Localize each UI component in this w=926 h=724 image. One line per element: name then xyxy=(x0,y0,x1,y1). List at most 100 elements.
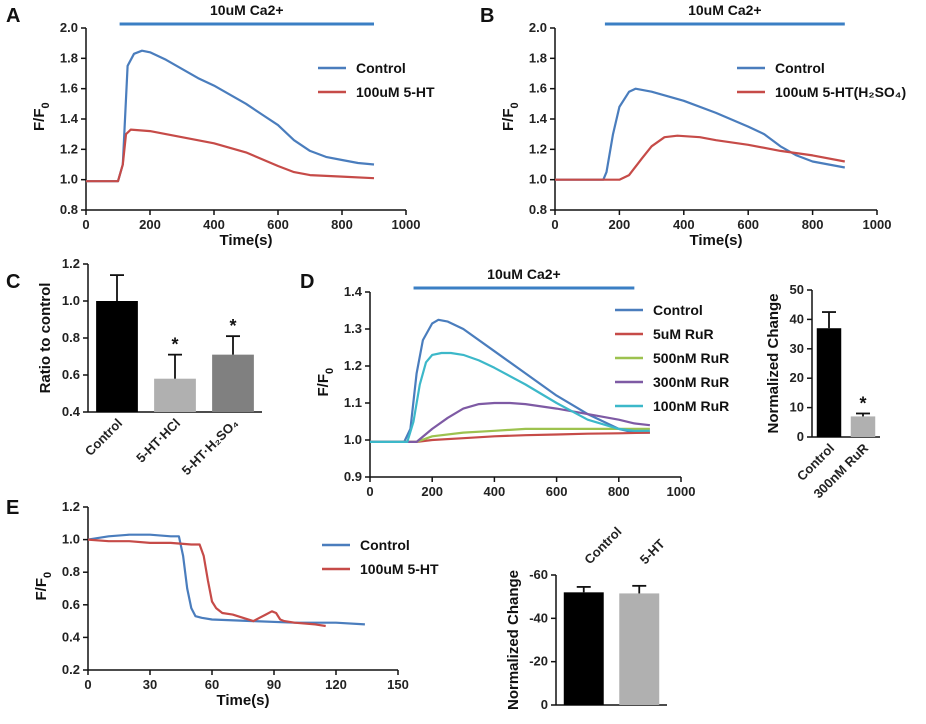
series-line-1 xyxy=(86,49,375,183)
y-axis-label: F/F0 xyxy=(31,102,52,131)
x-tick-label: 1000 xyxy=(392,217,421,232)
y-axis-label-sub: 0 xyxy=(42,572,54,578)
y-tick-label: 1.4 xyxy=(60,111,79,126)
y-axis-label-main: F/F xyxy=(31,109,48,132)
panel-letter: B xyxy=(480,5,494,27)
x-tick-label: 150 xyxy=(387,677,409,692)
y-tick-label: 2.0 xyxy=(60,20,78,35)
y-axis-label-sub: 0 xyxy=(509,102,521,108)
y-tick-label: 0.8 xyxy=(62,564,80,579)
y-tick-label: 1.6 xyxy=(529,81,547,96)
y-tick-label: 50 xyxy=(790,282,804,297)
y-tick-label: 1.4 xyxy=(529,111,548,126)
x-axis-label: Time(s) xyxy=(689,232,742,249)
y-tick-label: 1.2 xyxy=(344,358,362,373)
x-axis-label: Time(s) xyxy=(219,232,272,249)
y-tick-label: -20 xyxy=(529,654,548,669)
x-tick-label: 0 xyxy=(366,484,373,499)
y-axis-label: F/F0 xyxy=(33,572,54,601)
y-tick-label: 0.6 xyxy=(62,367,80,382)
legend-label: Control xyxy=(360,537,410,553)
y-tick-label: 20 xyxy=(790,370,804,385)
y-tick-label: 10 xyxy=(790,400,804,415)
y-axis-label: F/F0 xyxy=(500,102,521,131)
y-tick-label: 0.8 xyxy=(529,202,547,217)
panel-letter: A xyxy=(6,5,20,27)
x-tick-label: 30 xyxy=(143,677,157,692)
y-tick-label: 0 xyxy=(797,429,804,444)
y-tick-label: -40 xyxy=(529,610,548,625)
y-tick-label: 1.2 xyxy=(62,256,80,271)
category-label: 5-HT xyxy=(637,536,668,567)
y-tick-label: 1.1 xyxy=(344,395,362,410)
legend-label: 500nM RuR xyxy=(653,350,729,366)
x-tick-label: 400 xyxy=(203,217,225,232)
x-tick-label: 600 xyxy=(546,484,568,499)
series-line-2 xyxy=(86,128,375,183)
category-label: 5-HT·HCl xyxy=(133,416,183,466)
x-tick-label: 600 xyxy=(267,217,289,232)
y-tick-label: 2.0 xyxy=(529,20,547,35)
series-line-2 xyxy=(370,431,650,443)
panel-letter: E xyxy=(6,497,19,519)
x-tick-label: 90 xyxy=(267,677,281,692)
y-tick-label: 1.0 xyxy=(60,172,78,187)
panel-letter: C xyxy=(6,271,20,293)
series-line-1 xyxy=(87,533,365,626)
bar xyxy=(816,328,842,437)
y-tick-label: 0 xyxy=(541,697,548,712)
legend-label: 100uM 5-HT xyxy=(356,84,435,100)
y-axis-label: Normalized Change xyxy=(765,293,782,433)
y-tick-label: 1.0 xyxy=(344,432,362,447)
series-line-3 xyxy=(370,427,650,443)
x-tick-label: 600 xyxy=(737,217,759,232)
y-tick-label: 1.4 xyxy=(344,284,363,299)
x-tick-label: 1000 xyxy=(667,484,696,499)
series-line-5 xyxy=(370,351,650,443)
x-tick-label: 0 xyxy=(82,217,89,232)
y-axis-label: Normalized Change xyxy=(505,570,522,710)
y-tick-label: 0.8 xyxy=(62,330,80,345)
x-tick-label: 800 xyxy=(331,217,353,232)
bar xyxy=(619,593,660,705)
legend-label: 100uM 5-HT(H₂SO₄) xyxy=(775,84,906,100)
panel-e-bar: 0 -20 -40 -60 Normalized Change Control 5-HT xyxy=(505,524,668,712)
y-tick-label: 1.0 xyxy=(62,293,80,308)
x-tick-label: 0 xyxy=(551,217,558,232)
y-tick-label: 0.8 xyxy=(60,202,78,217)
y-tick-label: 1.6 xyxy=(60,81,78,96)
y-axis-label-sub: 0 xyxy=(324,368,336,374)
y-tick-label: 0.4 xyxy=(62,629,81,644)
y-tick-label: 0.9 xyxy=(344,469,362,484)
x-tick-label: 400 xyxy=(484,484,506,499)
legend-label: 100uM 5-HT xyxy=(360,561,439,577)
y-tick-label: 1.2 xyxy=(529,141,547,156)
y-tick-label: 1.0 xyxy=(529,172,547,187)
stimulus-annotation: 10uM Ca2+ xyxy=(210,2,284,18)
stimulus-annotation: 10uM Ca2+ xyxy=(688,2,762,18)
x-tick-label: 60 xyxy=(205,677,219,692)
y-tick-label: 1.2 xyxy=(62,499,80,514)
legend-label: 300nM RuR xyxy=(653,374,729,390)
bar xyxy=(212,354,254,412)
panel-d: D0.91.01.11.21.31.40 200 400 600 800 1000F/F0… xyxy=(300,266,729,499)
y-axis-label-main: F/F xyxy=(33,578,50,601)
legend-label: Control xyxy=(775,60,825,76)
series-line-4 xyxy=(370,401,651,443)
y-tick-label: 0.6 xyxy=(62,597,80,612)
bar xyxy=(154,378,196,412)
stimulus-annotation: 10uM Ca2+ xyxy=(487,266,561,282)
x-axis-label: Time(s) xyxy=(216,692,269,709)
series-line-2 xyxy=(555,134,846,181)
y-tick-label: 0.4 xyxy=(62,404,81,419)
y-tick-label: 1.2 xyxy=(60,141,78,156)
y-axis-label-main: F/F xyxy=(315,374,332,397)
y-tick-label: 1.8 xyxy=(60,50,78,65)
category-label: 5-HT·H₂SO₄ xyxy=(179,416,241,478)
y-axis-label: F/F0 xyxy=(315,368,336,397)
x-tick-label: 800 xyxy=(802,217,824,232)
series-line-1 xyxy=(555,87,846,181)
significance-marker: * xyxy=(859,393,866,413)
